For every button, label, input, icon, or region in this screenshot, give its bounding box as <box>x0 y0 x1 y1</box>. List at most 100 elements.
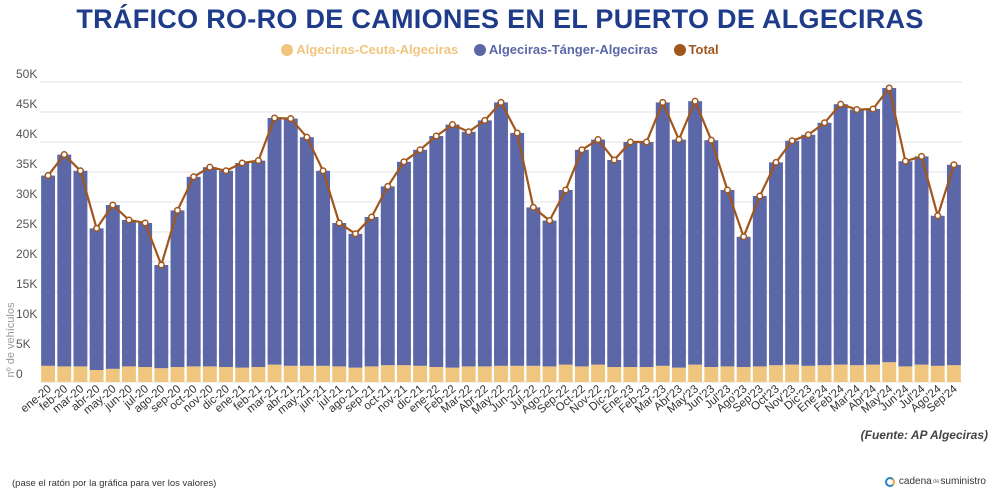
total-point <box>610 156 618 164</box>
bar-ceuta <box>445 367 460 382</box>
bar-ceuta <box>558 364 573 382</box>
legend-label-ceuta: Algeciras-Ceuta-Algeciras <box>296 42 459 57</box>
bar-ceuta <box>299 365 314 382</box>
y-tick-label: 20K <box>16 247 37 261</box>
total-point <box>901 157 909 165</box>
total-point <box>384 182 392 190</box>
bar-ceuta <box>429 367 444 382</box>
bar-ceuta <box>283 365 298 382</box>
bar-tanger <box>251 160 266 367</box>
total-point <box>659 98 667 106</box>
legend-item-tanger[interactable]: Algeciras-Tánger-Algeciras <box>473 42 658 57</box>
bar-ceuta <box>801 365 816 382</box>
total-point <box>772 158 780 166</box>
total-point <box>626 138 634 146</box>
bar-ceuta <box>655 365 670 382</box>
total-point <box>44 172 52 180</box>
total-point <box>270 114 279 122</box>
total-point <box>335 219 343 227</box>
total-point <box>934 212 942 220</box>
total-point <box>109 201 117 209</box>
total-point <box>60 151 68 159</box>
y-tick-label: 5K <box>16 337 31 351</box>
bar-ceuta <box>477 366 492 382</box>
stacked-bar-chart[interactable]: 0 5K 10K 15K 20K 25K 30K 35K 40K 45K 50K ene-20feb… <box>0 0 1000 430</box>
total-point <box>254 157 262 165</box>
y-tick-label: 0 <box>16 367 23 381</box>
bar-tanger <box>736 236 751 367</box>
bar-ceuta <box>348 367 363 382</box>
total-point <box>918 152 926 160</box>
total-point <box>190 173 198 181</box>
total-point <box>691 97 699 105</box>
y-axis-label: nº de vehículos <box>5 302 17 377</box>
bar-tanger <box>316 170 331 366</box>
bar-tanger <box>219 170 233 367</box>
legend-item-total[interactable]: Total <box>673 42 719 57</box>
bar-tanger <box>655 102 670 366</box>
y-tick-label: 30K <box>16 187 37 201</box>
bar-tanger <box>898 161 913 367</box>
source-note: (Fuente: AP Algeciras) <box>860 428 988 442</box>
bar-tanger <box>235 163 250 368</box>
logo-icon <box>884 476 895 487</box>
bar-ceuta <box>769 365 783 382</box>
bar-ceuta <box>186 366 201 382</box>
x-tick-labels: ene-20feb-20mar-20abr-20may-20jun-20jul-… <box>19 383 960 417</box>
bar-tanger <box>574 149 589 367</box>
bar-ceuta <box>251 367 266 382</box>
bar-ceuta <box>833 364 848 382</box>
total-point <box>788 137 796 145</box>
legend-item-ceuta[interactable]: Algeciras-Ceuta-Algeciras <box>281 42 458 57</box>
bar-tanger <box>445 124 460 368</box>
bar-tanger <box>364 217 379 367</box>
total-point <box>820 119 829 127</box>
total-point <box>869 105 877 113</box>
total-point <box>319 167 327 175</box>
brand-logo[interactable]: cadena de suministro <box>884 476 986 487</box>
bar-ceuta <box>591 364 606 382</box>
bar-ceuta <box>785 364 800 382</box>
bar-tanger <box>946 164 961 366</box>
bar-tanger <box>413 149 428 366</box>
y-tick-label: 10K <box>16 307 37 321</box>
bar-tanger <box>607 160 622 367</box>
bar-ceuta <box>736 367 751 382</box>
bar-tanger <box>849 109 864 366</box>
bar-ceuta <box>364 366 379 382</box>
bar-tanger <box>348 233 363 368</box>
bar-tanger <box>122 220 136 367</box>
bar-tanger <box>558 190 573 365</box>
y-tick-label: 25K <box>16 217 37 231</box>
bar-ceuta <box>849 365 864 382</box>
total-point <box>93 224 101 232</box>
bar-ceuta <box>704 367 719 382</box>
bar-ceuta <box>720 366 735 382</box>
bar-tanger <box>170 210 185 367</box>
total-point <box>238 159 246 167</box>
total-point <box>125 216 133 224</box>
bar-ceuta <box>639 367 654 382</box>
total-point <box>222 167 230 175</box>
bar-tanger <box>396 161 411 366</box>
total-point <box>368 213 376 221</box>
logo-text-3: suministro <box>940 476 986 487</box>
bar-ceuta <box>817 365 832 382</box>
bar-ceuta <box>494 365 508 382</box>
bar-tanger <box>542 220 557 367</box>
bar-tanger <box>267 118 282 365</box>
bar-ceuta <box>202 366 217 382</box>
bar-tanger <box>720 190 735 367</box>
bar-tanger <box>882 88 897 363</box>
y-tick-label: 15K <box>16 277 37 291</box>
bar-tanger <box>623 142 638 367</box>
total-point <box>950 161 958 169</box>
total-point <box>206 163 214 171</box>
bar-tanger <box>817 122 832 366</box>
bar-tanger <box>688 101 703 365</box>
y-tick-label: 45K <box>16 97 37 111</box>
total-point <box>432 132 440 140</box>
bar-tanger <box>202 167 217 367</box>
total-point <box>675 136 683 144</box>
bar-tanger <box>283 118 298 366</box>
